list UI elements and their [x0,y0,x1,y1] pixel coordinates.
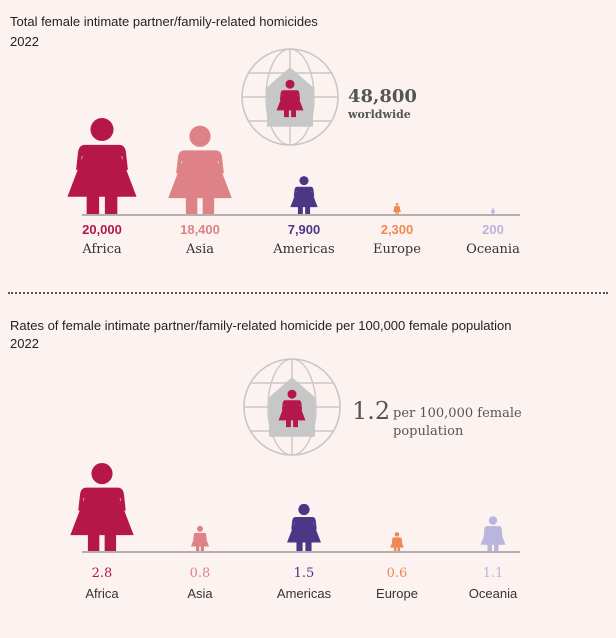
chart1-total-value: 48,800 [348,86,417,107]
woman-icon-asia [190,525,210,551]
category-label-europe: Europe [376,586,418,601]
value-label-americas: 1.5 [294,566,315,581]
chart2-total-value: 1.2 [352,397,390,425]
woman-icon-oceania [490,208,496,214]
category-label-africa: Africa [81,242,122,257]
chart2-title: Rates of female intimate partner/family-… [10,318,512,333]
woman-icon-europe [390,532,404,551]
woman-icon [278,389,306,428]
chart2-total-label-line2: population [393,424,464,439]
category-label-americas: Americas [277,586,332,601]
section-divider [8,292,608,294]
globe-icon [241,48,339,146]
chart1-pictogram: 20,000 Africa 18,400 Asia 7,900 Americas 2,300… [67,48,520,257]
woman-icon-oceania [480,516,506,551]
category-label-oceania: Oceania [466,242,520,257]
value-label-oceania: 200 [482,222,504,237]
value-label-europe: 0.6 [387,566,408,581]
value-label-asia: 18,400 [180,222,220,237]
globe-icon [243,358,341,456]
category-label-oceania: Oceania [469,586,518,601]
value-label-asia: 0.8 [190,566,211,581]
chart1-title: Total female intimate partner/family-rel… [10,14,318,29]
value-label-americas: 7,900 [288,222,321,237]
chart2-year: 2022 [10,336,39,351]
category-label-americas: Americas [272,242,334,257]
category-label-africa: Africa [85,586,119,601]
chart2-total-label-line1: per 100,000 female [393,406,522,421]
woman-icon-africa [67,118,137,214]
value-label-africa: 2.8 [92,566,113,581]
woman-icon-americas [287,503,321,551]
value-label-europe: 2,300 [381,222,414,237]
chart1-total-label: worldwide [347,108,411,121]
value-label-africa: 20,000 [82,222,122,237]
category-label-asia: Asia [187,586,213,601]
value-label-oceania: 1.1 [483,566,504,581]
woman-icon-americas [290,176,318,214]
woman-icon-asia [168,125,232,214]
category-label-europe: Europe [373,242,421,257]
chart1-year: 2022 [10,34,39,49]
woman-icon-africa [70,463,134,551]
category-label-asia: Asia [185,242,214,257]
